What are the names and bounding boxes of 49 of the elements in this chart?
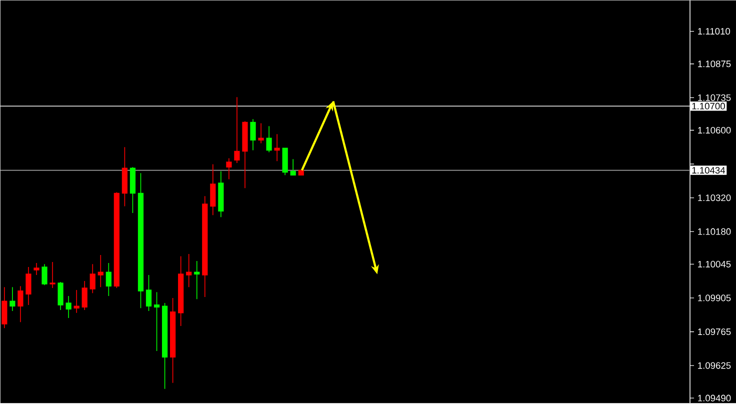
candlestick (290, 158, 296, 176)
ref-line-label: 1.10434 (692, 167, 726, 174)
candlestick (218, 170, 224, 218)
y-tick-label: 1.09765 (698, 328, 731, 336)
candlestick (10, 286, 16, 312)
candlestick (98, 254, 104, 288)
candlestick (258, 122, 264, 144)
candlestick (50, 262, 56, 289)
candlestick (250, 118, 256, 151)
candlestick (162, 302, 168, 390)
candlestick (2, 286, 8, 329)
candlestick (202, 196, 208, 298)
candlestick (130, 166, 136, 214)
y-tick-label: 1.11010 (698, 28, 730, 35)
candlestick (146, 274, 152, 312)
candlestick (298, 170, 304, 176)
candlestick (18, 286, 24, 323)
candlestick (226, 158, 232, 180)
candlestick (274, 134, 280, 162)
candlestick (234, 96, 240, 164)
candlestick (106, 262, 112, 296)
candlestick (90, 264, 96, 294)
candlestick (178, 256, 184, 326)
y-tick-label: 1.10180 (698, 228, 731, 235)
candlestick (34, 262, 40, 276)
y-tick-label: 1.10875 (698, 60, 731, 68)
ref-line-label: 1.10700 (692, 102, 725, 110)
candlestick (170, 298, 176, 384)
candlestick (122, 146, 128, 207)
y-tick-label: 1.10045 (698, 260, 731, 268)
candlestick (138, 172, 144, 309)
y-tick-label: 1.09490 (698, 394, 731, 402)
candlestick (242, 120, 248, 189)
candlestick (74, 290, 80, 314)
candlestick (210, 164, 216, 216)
y-tick-label: 1.10735 (698, 94, 731, 102)
candlestick (42, 264, 48, 286)
y-tick-label: 1.09625 (698, 362, 731, 369)
candlestick (282, 148, 288, 176)
candlestick (82, 280, 88, 310)
y-tick-label: 1.10320 (698, 194, 731, 202)
candlestick (66, 296, 72, 318)
candlestick (194, 260, 200, 300)
candlestick (114, 192, 120, 289)
y-tick-label: 1.09905 (698, 294, 731, 302)
candlestick (26, 266, 32, 306)
y-tick-label: 1.10600 (698, 127, 731, 134)
candlestick (266, 126, 272, 153)
candlestick (58, 282, 64, 310)
